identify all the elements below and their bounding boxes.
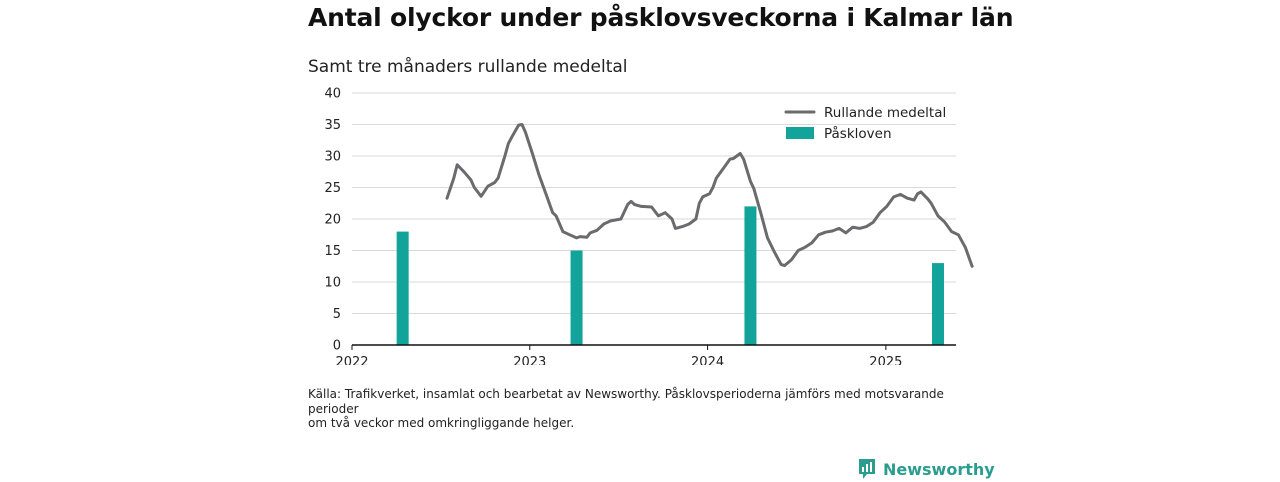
brand-logo: Newsworthy <box>857 456 995 482</box>
legend: Rullande medeltal Påskloven <box>784 105 946 142</box>
source-note: Källa: Trafikverket, insamlat och bearbe… <box>308 387 948 431</box>
legend-label: Påskloven <box>824 125 892 142</box>
y-tick-label: 25 <box>324 181 341 196</box>
y-tick-label: 30 <box>324 150 341 165</box>
x-tick-label: 2025 <box>869 355 902 365</box>
legend-label: Rullande medeltal <box>824 105 946 121</box>
x-tick-label: 2024 <box>691 355 724 365</box>
y-tick-label: 10 <box>324 276 341 291</box>
bar <box>570 250 583 345</box>
y-tick-label: 35 <box>324 118 341 133</box>
y-tick-label: 0 <box>333 339 341 354</box>
bar <box>931 263 944 345</box>
bar-series-paskloven <box>396 206 944 345</box>
y-tick-label: 15 <box>324 244 341 259</box>
source-line: om två veckor med omkringliggande helger… <box>308 416 575 430</box>
y-tick-label: 40 <box>324 87 341 102</box>
bar <box>396 231 409 345</box>
line-path <box>445 123 974 268</box>
x-tick-label: 2023 <box>513 355 546 365</box>
chart-title: Antal olyckor under påsklovsveckorna i K… <box>308 3 1014 32</box>
gridlines <box>352 92 956 314</box>
legend-bar-swatch <box>786 127 814 139</box>
x-tick-label: 2022 <box>335 355 368 365</box>
y-tick-label: 5 <box>333 307 341 322</box>
source-line: perioder <box>308 401 359 416</box>
bar <box>744 206 757 345</box>
chart-subtitle: Samt tre månaders rullande medeltal <box>308 57 628 77</box>
brand-name: Newsworthy <box>883 459 995 479</box>
line-series-rullande-medeltal <box>445 123 974 268</box>
source-line: Källa: Trafikverket, insamlat och bearbe… <box>308 387 944 401</box>
newsworthy-logo-icon <box>859 459 875 479</box>
y-tick-label: 20 <box>324 213 341 228</box>
